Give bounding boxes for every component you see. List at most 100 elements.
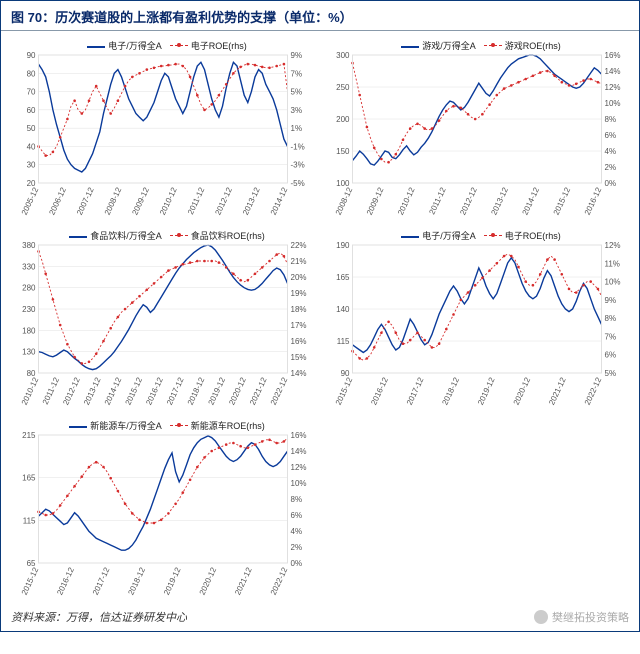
brand-mark: 樊继拓投资策略	[534, 609, 629, 625]
svg-text:2021-12: 2021-12	[248, 376, 269, 407]
svg-text:130: 130	[22, 348, 36, 357]
chart-panel-4: 电子/万得全A电子ROE(rhs)901151401651905%6%7%8%9…	[323, 227, 631, 413]
svg-text:0%: 0%	[291, 559, 303, 568]
svg-text:2016-12: 2016-12	[55, 566, 76, 597]
svg-text:2013-12: 2013-12	[82, 376, 103, 407]
svg-text:2010-12: 2010-12	[20, 376, 41, 407]
svg-text:115: 115	[23, 516, 36, 525]
svg-text:9%: 9%	[291, 51, 303, 60]
svg-text:2019-12: 2019-12	[206, 376, 227, 407]
figure-container: 图 70：历次赛道股的上涨都有盈利优势的支撑（单位：%） 电子/万得全A电子RO…	[0, 0, 640, 632]
svg-text:230: 230	[22, 305, 36, 314]
svg-text:2009-12: 2009-12	[365, 186, 386, 217]
svg-text:2022-12: 2022-12	[269, 376, 290, 407]
svg-text:2008-12: 2008-12	[334, 186, 355, 217]
svg-text:16%: 16%	[605, 51, 621, 60]
svg-text:200: 200	[336, 115, 350, 124]
svg-text:16%: 16%	[291, 431, 307, 440]
svg-text:250: 250	[336, 83, 350, 92]
svg-text:14%: 14%	[291, 369, 307, 378]
chart-panel-3: 食品饮料/万得全A食品饮料ROE(rhs)8013018023028033038…	[9, 227, 317, 413]
svg-text:2022-12: 2022-12	[583, 376, 604, 407]
svg-text:15%: 15%	[291, 353, 307, 362]
chart-panel-5: 新能源车/万得全A新能源车ROE(rhs)651151652150%2%4%6%…	[9, 417, 317, 603]
panel-grid: 电子/万得全A电子ROE(rhs)2030405060708090-5%-3%-…	[1, 31, 639, 605]
svg-text:2016-12: 2016-12	[369, 376, 390, 407]
brand-text: 樊继拓投资策略	[552, 609, 629, 625]
svg-text:190: 190	[336, 241, 350, 250]
svg-text:2011-12: 2011-12	[427, 186, 448, 216]
svg-text:7%: 7%	[291, 69, 303, 78]
empty-panel	[323, 417, 631, 603]
legend: 新能源车/万得全A新能源车ROE(rhs)	[9, 419, 317, 432]
svg-text:2015-12: 2015-12	[334, 376, 355, 407]
svg-text:165: 165	[22, 474, 36, 483]
svg-text:11%: 11%	[605, 259, 620, 268]
svg-text:2020-12: 2020-12	[227, 376, 248, 407]
svg-text:2013-12: 2013-12	[241, 186, 262, 217]
svg-text:2010-12: 2010-12	[158, 186, 179, 217]
svg-text:2016-12: 2016-12	[144, 376, 165, 407]
svg-text:6%: 6%	[605, 131, 617, 140]
svg-text:19%: 19%	[291, 289, 307, 298]
svg-text:300: 300	[336, 51, 350, 60]
svg-text:2016-12: 2016-12	[583, 186, 604, 217]
svg-text:10%: 10%	[291, 479, 307, 488]
chart-svg: 901151401651905%6%7%8%9%10%11%12%2015-12…	[323, 227, 631, 413]
svg-text:12%: 12%	[605, 83, 621, 92]
svg-text:80: 80	[27, 69, 36, 78]
legend: 电子/万得全A电子ROE(rhs)	[323, 229, 631, 242]
svg-text:2013-12: 2013-12	[489, 186, 510, 217]
svg-text:2014-12: 2014-12	[269, 186, 290, 217]
svg-text:5%: 5%	[291, 88, 303, 97]
chart-svg: 8013018023028033038014%15%16%17%18%19%20…	[9, 227, 317, 413]
svg-text:2012-12: 2012-12	[61, 376, 82, 407]
svg-text:60: 60	[27, 106, 36, 115]
svg-text:5%: 5%	[605, 369, 617, 378]
svg-text:14%: 14%	[605, 67, 621, 76]
chart-svg: 2030405060708090-5%-3%-1%1%3%5%7%9%2005-…	[9, 37, 317, 223]
svg-text:140: 140	[336, 305, 350, 314]
svg-text:2012-12: 2012-12	[458, 186, 479, 217]
legend: 电子/万得全A电子ROE(rhs)	[9, 39, 317, 52]
svg-text:6%: 6%	[605, 351, 617, 360]
svg-text:2015-12: 2015-12	[20, 566, 41, 597]
svg-text:3%: 3%	[291, 106, 303, 115]
svg-text:90: 90	[27, 51, 36, 60]
svg-text:2019-12: 2019-12	[162, 566, 183, 597]
legend: 食品饮料/万得全A食品饮料ROE(rhs)	[9, 229, 317, 242]
chart-panel-2: 游戏/万得全A游戏ROE(rhs)1001502002503000%2%4%6%…	[323, 37, 631, 223]
svg-text:8%: 8%	[605, 115, 617, 124]
chart-panel-1: 电子/万得全A电子ROE(rhs)2030405060708090-5%-3%-…	[9, 37, 317, 223]
svg-text:2015-12: 2015-12	[552, 186, 573, 217]
svg-text:2014-12: 2014-12	[520, 186, 541, 217]
svg-text:50: 50	[27, 124, 36, 133]
svg-text:2011-12: 2011-12	[186, 186, 207, 216]
svg-text:2%: 2%	[605, 163, 617, 172]
svg-text:22%: 22%	[291, 241, 307, 250]
svg-text:6%: 6%	[291, 511, 303, 520]
svg-text:2006-12: 2006-12	[47, 186, 68, 217]
svg-text:2020-12: 2020-12	[512, 376, 533, 407]
svg-text:2017-12: 2017-12	[91, 566, 112, 597]
svg-text:8%: 8%	[605, 314, 617, 323]
svg-text:380: 380	[22, 241, 36, 250]
svg-text:14%: 14%	[291, 447, 307, 456]
svg-text:2018-12: 2018-12	[440, 376, 461, 407]
svg-text:9%: 9%	[605, 296, 617, 305]
svg-text:18%: 18%	[291, 305, 307, 314]
svg-text:4%: 4%	[605, 147, 617, 156]
svg-text:70: 70	[27, 88, 36, 97]
svg-text:2005-12: 2005-12	[20, 186, 41, 217]
svg-text:20%: 20%	[291, 273, 307, 282]
svg-text:10%: 10%	[605, 278, 621, 287]
svg-text:2015-12: 2015-12	[123, 376, 144, 407]
svg-text:2009-12: 2009-12	[130, 186, 151, 217]
figure-title: 图 70：历次赛道股的上涨都有盈利优势的支撑（单位：%）	[1, 1, 639, 31]
svg-text:10%: 10%	[605, 99, 621, 108]
svg-text:30: 30	[27, 161, 36, 170]
svg-text:215: 215	[22, 431, 36, 440]
svg-text:16%: 16%	[291, 337, 307, 346]
svg-text:2021-12: 2021-12	[233, 566, 254, 597]
brand-icon	[534, 610, 548, 624]
